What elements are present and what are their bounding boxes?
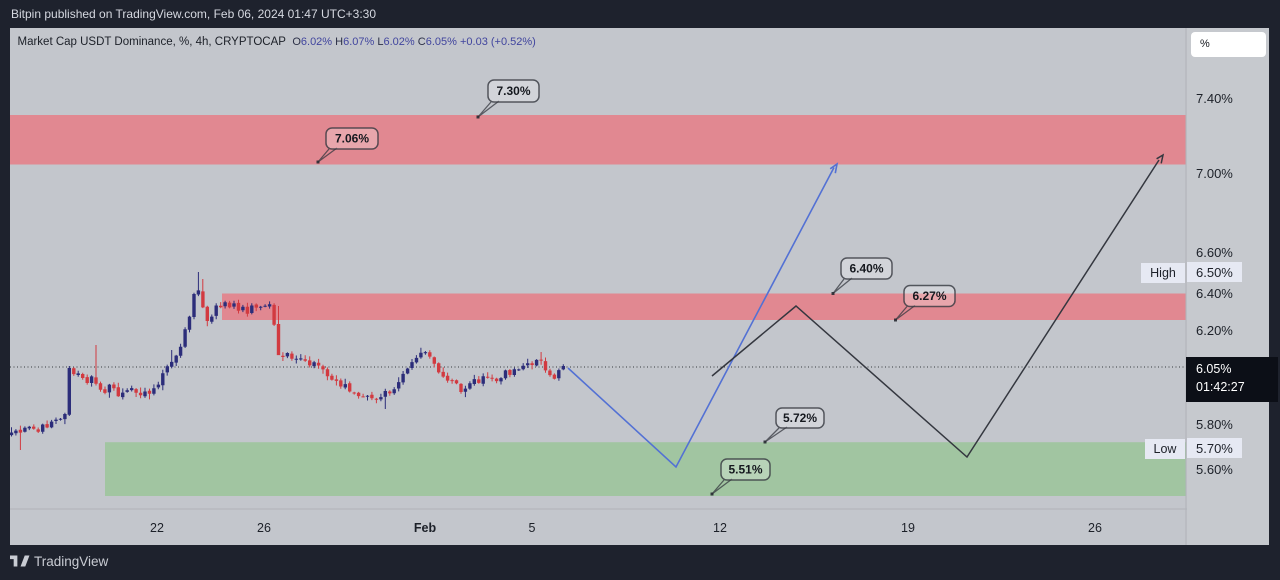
svg-text:7.30%: 7.30% <box>496 84 530 98</box>
svg-text:5.51%: 5.51% <box>728 463 762 477</box>
svg-text:7.06%: 7.06% <box>335 132 369 146</box>
svg-text:6.40%: 6.40% <box>849 262 883 276</box>
svg-text:6.27%: 6.27% <box>912 289 946 303</box>
svg-text:5.72%: 5.72% <box>783 411 817 425</box>
